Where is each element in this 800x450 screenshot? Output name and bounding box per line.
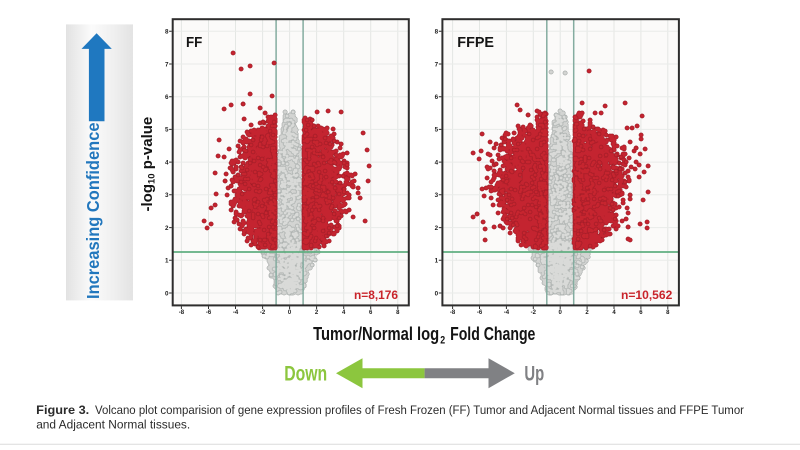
svg-text:0: 0 (165, 290, 169, 297)
svg-text:-2: -2 (531, 310, 537, 316)
svg-text:Up: Up (524, 362, 544, 385)
svg-text:n=10,562: n=10,562 (621, 288, 673, 302)
svg-text:Volcano plot comparision of ge: Volcano plot comparision of gene express… (95, 403, 744, 417)
svg-text:8: 8 (435, 29, 439, 36)
svg-text:3: 3 (435, 192, 439, 199)
svg-text:6: 6 (165, 94, 169, 101)
svg-text:Tumor/Normal log: Tumor/Normal log (313, 323, 439, 344)
svg-text:8: 8 (396, 310, 400, 316)
svg-text:4: 4 (342, 310, 346, 316)
svg-text:4: 4 (435, 159, 439, 166)
svg-text:8: 8 (165, 29, 169, 36)
svg-text:2: 2 (315, 310, 319, 316)
svg-text:-4: -4 (504, 310, 510, 316)
svg-text:-8: -8 (450, 310, 456, 316)
svg-text:-4: -4 (233, 310, 239, 316)
svg-text:2: 2 (165, 225, 169, 232)
svg-text:and Adjacent Normal tissues.: and Adjacent Normal tissues. (36, 417, 190, 431)
svg-text:2: 2 (435, 225, 439, 232)
svg-text:-6: -6 (477, 310, 483, 316)
svg-text:3: 3 (165, 192, 169, 199)
svg-text:n=8,176: n=8,176 (354, 288, 398, 302)
svg-text:0: 0 (288, 310, 292, 316)
svg-text:1: 1 (165, 258, 169, 265)
svg-text:Down: Down (284, 362, 327, 385)
svg-text:4: 4 (165, 159, 169, 166)
svg-text:1: 1 (435, 258, 439, 265)
svg-text:4: 4 (612, 310, 616, 316)
svg-text:0: 0 (435, 290, 439, 297)
svg-text:-log10 p-value: -log10 p-value (139, 117, 158, 212)
svg-text:2: 2 (440, 334, 445, 346)
svg-text:Fold Change: Fold Change (450, 323, 535, 344)
svg-text:2: 2 (585, 310, 589, 316)
svg-text:0: 0 (559, 310, 563, 316)
svg-text:Increasing Confidence: Increasing Confidence (84, 123, 103, 300)
svg-text:6: 6 (639, 310, 643, 316)
svg-text:6: 6 (369, 310, 373, 316)
svg-text:FF: FF (186, 34, 202, 51)
svg-text:-6: -6 (206, 310, 212, 316)
svg-text:7: 7 (435, 61, 439, 68)
svg-text:FFPE: FFPE (457, 34, 494, 51)
svg-text:8: 8 (666, 310, 670, 316)
svg-text:7: 7 (165, 61, 169, 68)
svg-text:-8: -8 (179, 310, 185, 316)
svg-text:5: 5 (435, 127, 439, 134)
svg-text:6: 6 (435, 94, 439, 101)
svg-text:5: 5 (165, 127, 169, 134)
svg-text:Figure 3.: Figure 3. (36, 403, 89, 417)
svg-text:-2: -2 (260, 310, 266, 316)
